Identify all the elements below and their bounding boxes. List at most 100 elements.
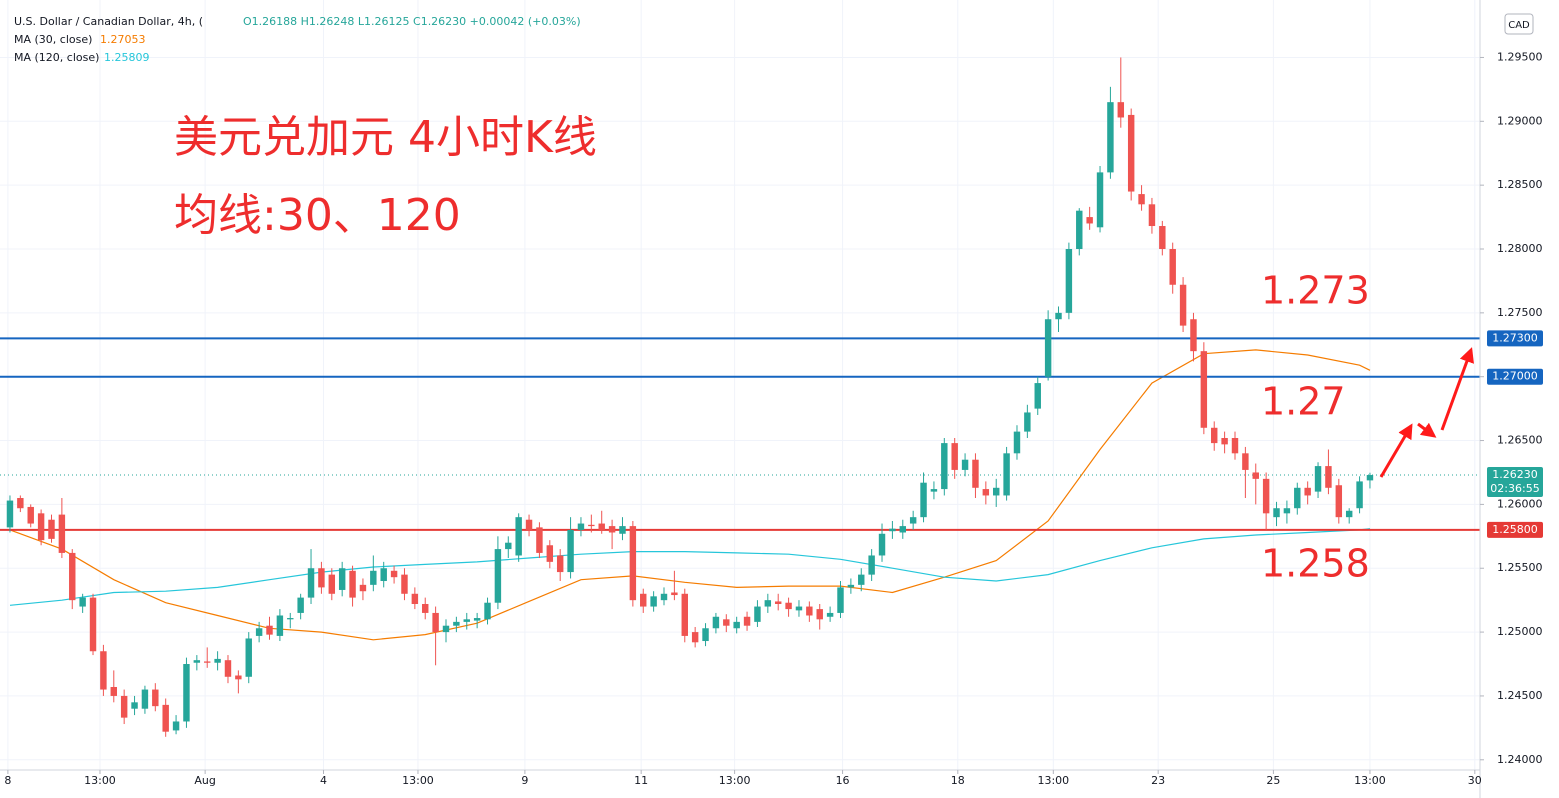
candle-body — [100, 651, 107, 690]
candle-body — [868, 555, 875, 575]
y-tick-label: 1.24000 — [1497, 753, 1543, 766]
candle-body — [1262, 478, 1270, 514]
symbol: U.S. Dollar / Canadian Dollar, 4h, ( — [14, 15, 203, 28]
x-tick-label: 16 — [836, 774, 850, 787]
candle-body — [702, 628, 709, 642]
candle-body — [577, 523, 585, 530]
candle-body — [1252, 472, 1259, 479]
candle-body — [681, 593, 688, 636]
x-tick-label: 23 — [1151, 774, 1165, 787]
candle-body — [1190, 319, 1197, 352]
candle-body — [1127, 114, 1135, 192]
candle-body — [224, 660, 232, 677]
y-tick-label: 1.29500 — [1497, 50, 1543, 63]
candle-body — [806, 606, 813, 616]
arrow — [1440, 347, 1474, 431]
candle-body — [390, 570, 398, 578]
candle-body — [1304, 487, 1311, 496]
candle-body — [172, 721, 180, 731]
y-tick-label: 1.29000 — [1497, 114, 1543, 127]
candle-body — [743, 616, 751, 626]
axis-labels: 1.24000 1.24500 1.25000 1.25500 1.26000 1.265… — [4, 50, 1543, 787]
candle-body — [1003, 453, 1010, 496]
x-tick-label: 25 — [1266, 774, 1280, 787]
candle-body — [1024, 412, 1031, 432]
candle-body — [733, 621, 740, 629]
candle-body — [505, 542, 512, 550]
countdown: 02:36:55 — [1490, 482, 1539, 495]
x-tick-label: 13:00 — [84, 774, 116, 787]
candle-body — [380, 568, 387, 582]
candle-body — [992, 487, 1000, 496]
candle-body — [972, 459, 979, 488]
candle-body — [1138, 194, 1145, 205]
candle-body — [287, 618, 294, 620]
candle-body — [941, 443, 948, 490]
candle-body — [598, 523, 605, 530]
candle-body — [318, 568, 325, 588]
drawn-arrows — [1379, 347, 1474, 478]
candle-body — [69, 552, 76, 601]
candle-body — [1169, 249, 1176, 285]
candle-body — [608, 526, 616, 533]
y-tick-label: 1.24500 — [1497, 689, 1543, 702]
candle-body — [1273, 508, 1280, 518]
candle-body — [120, 695, 128, 718]
candle-body — [276, 615, 284, 636]
candle-body — [754, 606, 761, 622]
candle-body — [401, 574, 408, 594]
candle-body — [588, 524, 595, 527]
candle-body — [1345, 510, 1353, 518]
candle-body — [525, 519, 533, 530]
candle-body — [141, 689, 149, 709]
currency: CAD — [1508, 20, 1530, 31]
candle-body — [1325, 466, 1332, 488]
candle-body — [567, 529, 574, 573]
x-tick-label: 18 — [951, 774, 965, 787]
grid — [0, 0, 1480, 770]
y-tick-label: 1.26000 — [1497, 497, 1543, 510]
candle-body — [1148, 204, 1156, 227]
candle-body — [691, 632, 699, 643]
y-tick-label: 1.28500 — [1497, 178, 1543, 191]
candle-body — [255, 628, 263, 636]
candle-body — [214, 658, 221, 663]
candle-body — [110, 686, 118, 696]
y-tick-label: 1.28000 — [1497, 242, 1543, 255]
candle-body — [89, 597, 97, 652]
candle-body — [17, 498, 24, 509]
level-label: 1.25800 — [1492, 523, 1538, 536]
candle-body — [183, 664, 190, 722]
y-tick-label: 1.27500 — [1497, 306, 1543, 319]
ma-legend-value: 1.25809 — [104, 51, 150, 64]
levels — [0, 337, 1480, 531]
candle-body — [660, 593, 668, 601]
candle-body — [920, 482, 927, 518]
candle-body — [909, 517, 917, 524]
currency-box — [1504, 13, 1534, 35]
candle-body — [619, 526, 626, 534]
x-tick-label: 9 — [521, 774, 528, 787]
candle-body — [764, 600, 772, 607]
candle-body — [1044, 319, 1052, 377]
candle-body — [930, 489, 938, 492]
level-label: 1.27000 — [1492, 370, 1538, 383]
candle-body — [1117, 102, 1125, 118]
candle-body — [1242, 453, 1249, 470]
time-axis — [0, 770, 1480, 798]
candle-body — [152, 689, 159, 707]
annotation: 1.27 — [1261, 380, 1346, 424]
candle-body — [1366, 475, 1374, 481]
candle-body — [162, 704, 169, 732]
candle-body — [463, 619, 470, 622]
candle-body — [837, 587, 844, 613]
x-tick-label: 13:00 — [719, 774, 751, 787]
candle-body — [1065, 249, 1073, 313]
annotation: 1.258 — [1261, 542, 1370, 586]
candle-body — [1211, 427, 1218, 444]
candle-body — [48, 519, 55, 539]
ma-legend-value: 1.27053 — [100, 33, 146, 46]
x-tick-label: 13:00 — [1354, 774, 1386, 787]
candle-body — [671, 592, 678, 596]
